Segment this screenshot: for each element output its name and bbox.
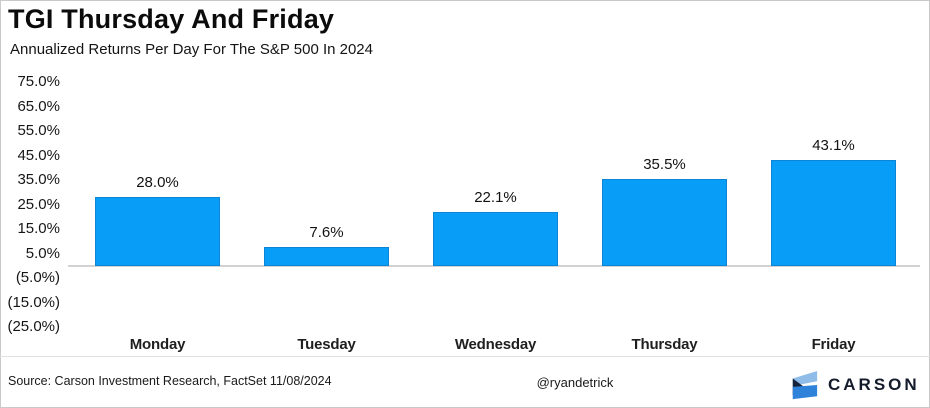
bar-friday <box>771 160 896 266</box>
x-axis-label-tuesday: Tuesday <box>297 336 356 353</box>
carson-logo: CARSON <box>789 369 920 401</box>
bar-value-label-wednesday: 22.1% <box>474 188 517 206</box>
y-axis-tick-label: (25.0%) <box>7 318 60 336</box>
x-axis-line <box>68 265 920 267</box>
x-axis-label-monday: Monday <box>129 336 186 353</box>
author-handle: @ryandetrick <box>536 375 614 390</box>
y-axis-tick-label: 55.0% <box>17 122 60 140</box>
y-axis-tick-label: 65.0% <box>17 97 60 115</box>
x-axis-label-friday: Friday <box>811 336 856 353</box>
carson-chevron-icon <box>792 370 818 400</box>
chart-subtitle: Annualized Returns Per Day For The S&P 5… <box>10 41 373 58</box>
x-axis-label-wednesday: Wednesday <box>454 336 537 353</box>
carson-wordmark: CARSON <box>828 375 920 394</box>
x-axis-label-thursday: Thursday <box>631 336 698 353</box>
y-axis-tick-label: 75.0% <box>17 73 60 91</box>
y-axis-tick-label: 15.0% <box>17 220 60 238</box>
y-axis-tick-label: (15.0%) <box>7 293 60 311</box>
y-axis-tick-label: 35.0% <box>17 171 60 189</box>
bar-tuesday <box>264 247 389 266</box>
chart-title: TGI Thursday And Friday <box>8 4 335 34</box>
y-axis-tick-label: 25.0% <box>17 195 60 213</box>
bar-value-label-thursday: 35.5% <box>643 156 686 174</box>
bar-value-label-tuesday: 7.6% <box>309 224 344 242</box>
bar-monday <box>95 197 220 266</box>
y-axis-tick-label: 5.0% <box>25 244 60 262</box>
y-axis-tick-label: (5.0%) <box>15 269 60 287</box>
bar-thursday <box>602 179 727 266</box>
bar-wednesday <box>433 211 558 266</box>
bar-value-label-friday: 43.1% <box>812 137 855 155</box>
footer-divider <box>0 356 930 357</box>
bar-value-label-monday: 28.0% <box>136 174 179 192</box>
y-axis-tick-label: 45.0% <box>17 146 60 164</box>
source-text: Source: Carson Investment Research, Fact… <box>8 374 332 388</box>
